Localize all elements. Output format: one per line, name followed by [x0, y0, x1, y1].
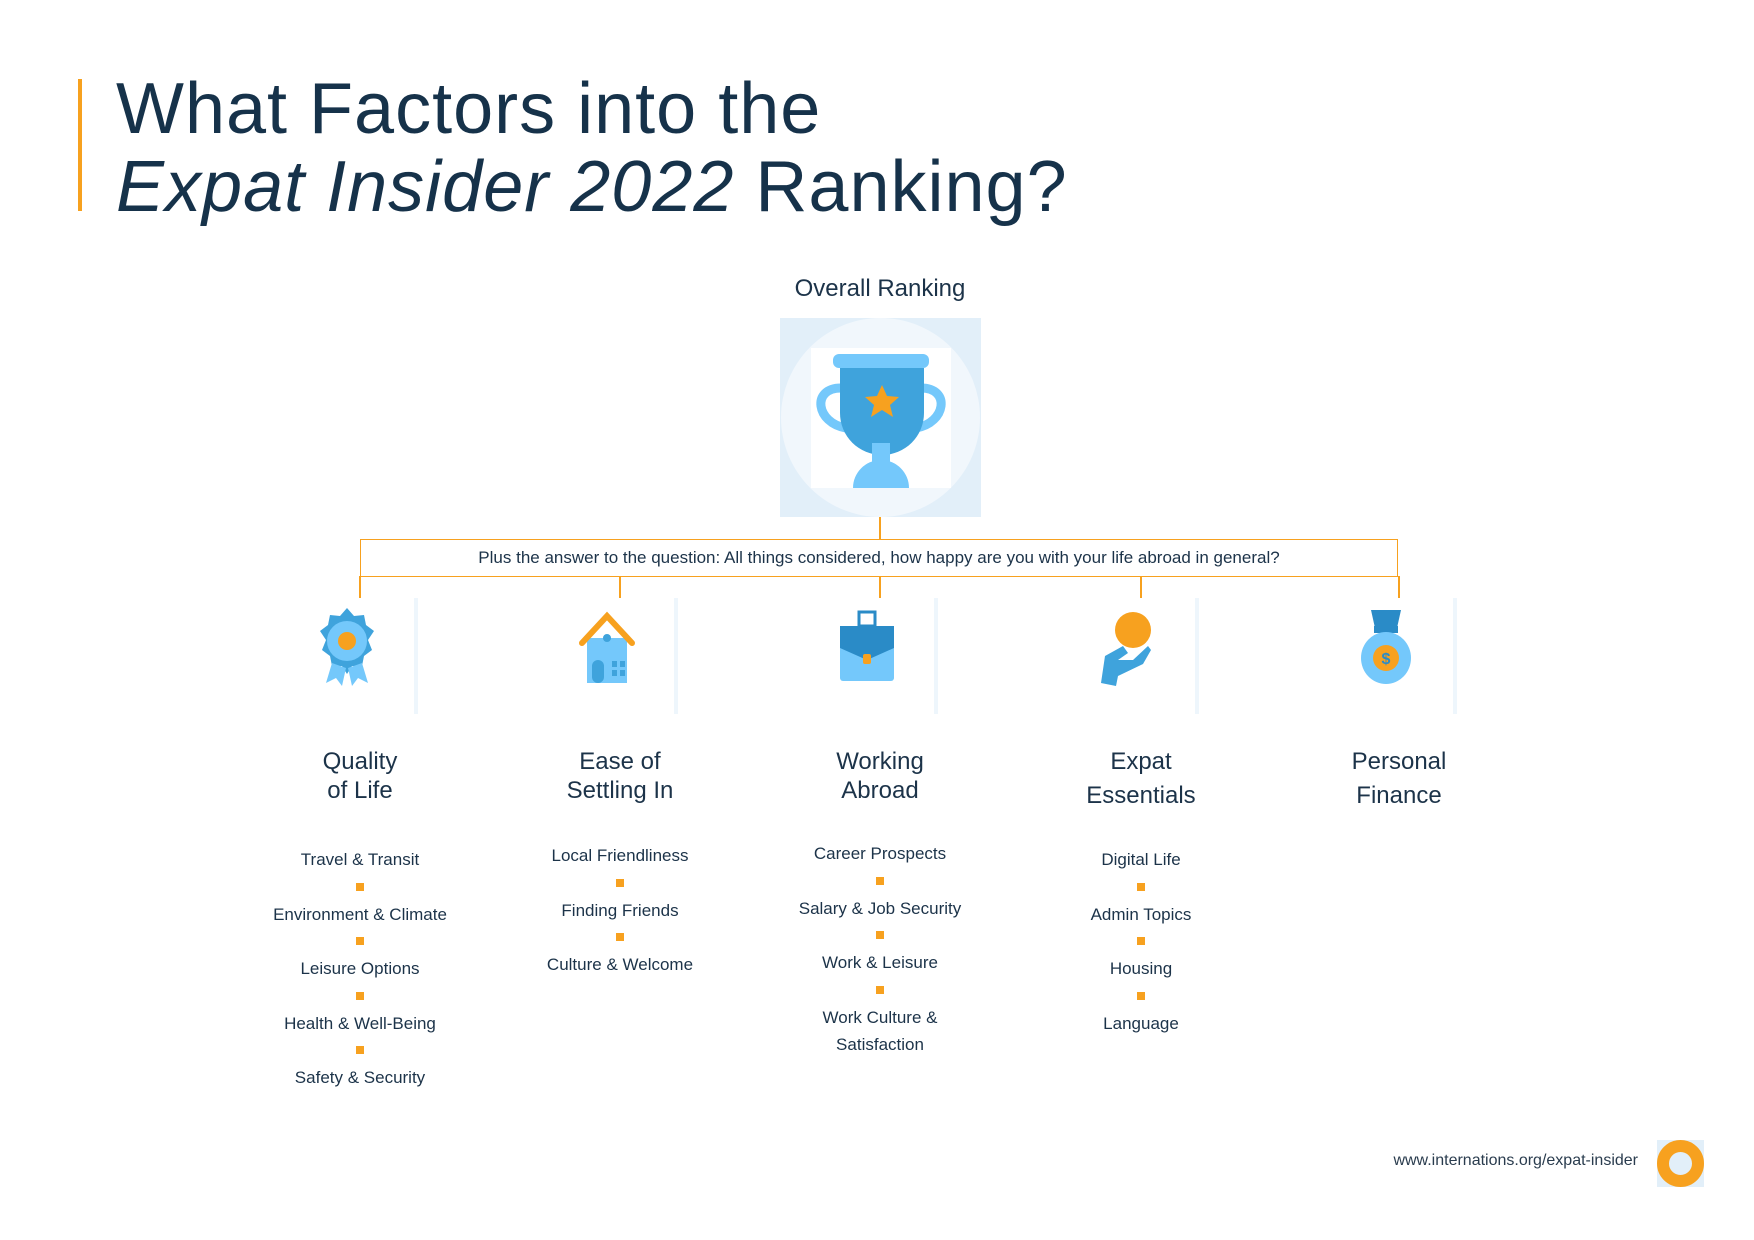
title-rest: Ranking? — [734, 147, 1068, 227]
connector-line — [1140, 576, 1142, 598]
hand-coin-icon — [1101, 612, 1151, 686]
category-title-line2: of Life — [327, 777, 393, 804]
subfactor-item: Language — [1103, 1013, 1179, 1033]
bullet-square — [1011, 928, 1271, 956]
bullet-square — [230, 982, 490, 1010]
category-title: Ease of Settling In — [500, 747, 740, 805]
subfactor-item: Digital Life — [1101, 850, 1181, 869]
title-line-1: What Factors into the — [116, 69, 822, 149]
category-icon-box: $ — [1341, 598, 1457, 714]
connector-line — [879, 517, 881, 539]
subfactor-item: Admin Topics — [1090, 904, 1192, 924]
bullet-square — [490, 869, 750, 897]
bullet-square — [230, 928, 490, 956]
subfactor-item: Local Friendliness — [551, 846, 689, 865]
internations-logo — [1657, 1140, 1704, 1187]
subfactor-item: Health & Well-Being — [284, 1013, 436, 1033]
subfactor-item: Housing — [1109, 959, 1173, 978]
accent-bar — [78, 79, 82, 211]
trophy-icon — [810, 347, 951, 488]
category-title-line1: Working — [836, 748, 924, 775]
bullet-square — [230, 1037, 490, 1065]
briefcase-icon — [840, 610, 894, 681]
bullet-square — [490, 924, 750, 952]
bullet-square — [230, 873, 490, 901]
subfactor-item: Finding Friends — [561, 900, 679, 920]
connector-line — [879, 576, 881, 598]
category-title-line2: Abroad — [841, 777, 919, 804]
subfactor-item: Culture & Welcome — [546, 955, 694, 974]
category-title-line2: Finance — [1356, 782, 1442, 809]
subfactor-list: Digital Life Admin Topics Housing Language — [1011, 846, 1271, 1037]
overall-ranking-label: Overall Ranking — [794, 275, 966, 302]
bullet-square — [750, 922, 1010, 950]
category-icon-box — [302, 598, 418, 714]
category-title-line2: Essentials — [1086, 782, 1196, 809]
subfactor-list: Local Friendliness Finding Friends Culture… — [490, 842, 750, 978]
connector-line — [619, 576, 621, 598]
house-icon — [579, 611, 635, 683]
subfactor-list: Career Prospects Salary & Job Security Wor… — [750, 840, 1010, 1058]
subfactor-item: Salary & Job Security — [798, 898, 962, 918]
category-title-line1: Expat — [1110, 748, 1172, 775]
category-title: Working Abroad — [760, 747, 1000, 805]
subfactor-item: Career Prospects — [813, 844, 947, 863]
category-title-line1: Ease of — [579, 748, 661, 775]
bullet-square — [750, 976, 1010, 1004]
subfactor-item: Work Culture & Satisfaction — [822, 1007, 938, 1054]
connector-line — [359, 576, 361, 598]
footer-url[interactable]: www.internations.org/expat-insider — [1393, 1152, 1638, 1169]
bullet-square — [1011, 982, 1271, 1010]
subfactor-item: Environment & Climate — [273, 904, 447, 924]
category-icon-box — [1083, 598, 1199, 714]
subfactor-item: Travel & Transit — [300, 850, 420, 869]
category-title-line1: Personal — [1351, 748, 1447, 775]
svg-text:$: $ — [1382, 651, 1391, 668]
subfactor-item: Leisure Options — [300, 959, 420, 978]
award-rosette-icon — [320, 608, 374, 686]
trophy-icon-box — [780, 318, 981, 517]
category-title: Expat Essentials — [1021, 747, 1261, 810]
subfactor-item: Safety & Security — [294, 1068, 426, 1087]
category-title-line2: Settling In — [566, 777, 674, 804]
title-italic: Expat Insider 2022 — [116, 147, 735, 227]
category-icon-box — [822, 598, 938, 714]
subfactor-item: Work & Leisure — [822, 953, 938, 972]
category-title-line1: Quality — [322, 748, 398, 775]
bullet-square — [1011, 873, 1271, 901]
subfactor-list: Travel & Transit Environment & Climate Lei… — [230, 846, 490, 1091]
happiness-question-box: Plus the answer to the question: All thi… — [360, 539, 1398, 577]
category-title: Quality of Life — [240, 747, 480, 805]
connector-line — [1398, 576, 1400, 598]
money-bag-icon: $ — [1361, 610, 1411, 684]
category-title: Personal Finance — [1279, 747, 1519, 810]
category-icon-box — [562, 598, 678, 714]
bullet-square — [750, 867, 1010, 895]
title-line-2: Expat Insider 2022 Ranking? — [116, 146, 1068, 228]
